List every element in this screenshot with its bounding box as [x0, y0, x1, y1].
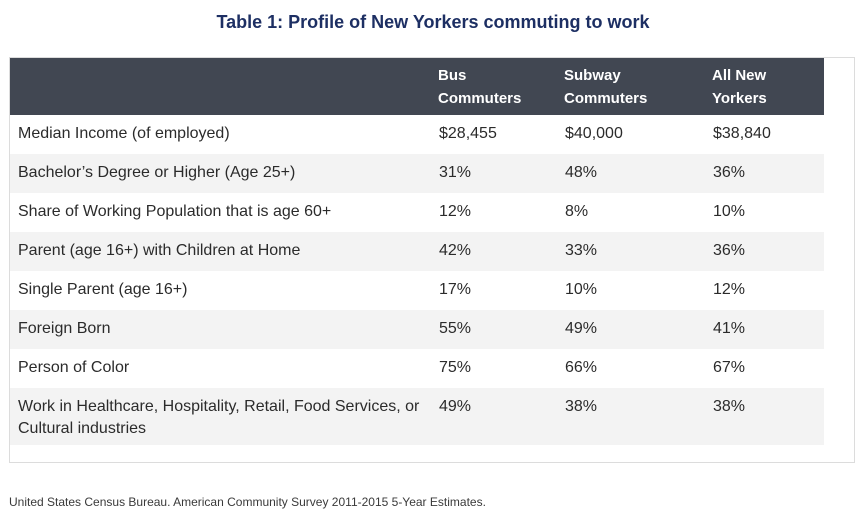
- row-label: Bachelor’s Degree or Higher (Age 25+): [18, 164, 296, 181]
- table-row: Work in Healthcare, Hospitality, Retail,…: [10, 388, 824, 445]
- cell-subway: 48%: [565, 164, 598, 181]
- cell-all: 67%: [713, 359, 746, 376]
- commuter-profile-table: Bus Commuters Subway Commuters All New Y…: [10, 58, 824, 445]
- cell-all: 12%: [713, 281, 746, 298]
- row-label: Parent (age 16+) with Children at Home: [18, 242, 301, 259]
- table-row: Share of Working Population that is age …: [10, 193, 824, 232]
- cell-bus: 75%: [439, 359, 472, 376]
- header-subway-commuters: Subway Commuters: [564, 67, 648, 107]
- cell-bus: $28,455: [439, 125, 497, 142]
- cell-bus: 17%: [439, 281, 472, 298]
- cell-bus: 31%: [439, 164, 472, 181]
- table-frame: [9, 57, 855, 463]
- header-blank: [10, 58, 430, 115]
- source-note: United States Census Bureau. American Co…: [9, 495, 486, 509]
- cell-bus: 55%: [439, 320, 472, 337]
- row-label: Median Income (of employed): [18, 125, 230, 142]
- header-all-new-yorkers: All New Yorkers: [712, 67, 767, 107]
- cell-all: 36%: [713, 242, 746, 259]
- cell-subway: 33%: [565, 242, 598, 259]
- table-header-row: Bus Commuters Subway Commuters All New Y…: [10, 58, 824, 115]
- cell-all: $38,840: [713, 125, 771, 142]
- header-bus-commuters: Bus Commuters: [438, 67, 522, 107]
- cell-subway: 10%: [565, 281, 598, 298]
- cell-bus: 12%: [439, 203, 472, 220]
- table-row: Foreign Born 55% 49% 41%: [10, 310, 824, 349]
- cell-bus: 49%: [439, 398, 472, 415]
- cell-subway: 38%: [565, 398, 598, 415]
- table-row: Median Income (of employed) $28,455 $40,…: [10, 115, 824, 154]
- table-row: Single Parent (age 16+) 17% 10% 12%: [10, 271, 824, 310]
- cell-bus: 42%: [439, 242, 472, 259]
- cell-subway: 8%: [565, 203, 589, 220]
- cell-subway: 66%: [565, 359, 598, 376]
- cell-all: 36%: [713, 164, 746, 181]
- cell-all: 38%: [713, 398, 746, 415]
- row-label: Work in Healthcare, Hospitality, Retail,…: [18, 398, 420, 437]
- row-label: Foreign Born: [18, 320, 111, 337]
- table-title: Table 1: Profile of New Yorkers commutin…: [216, 12, 650, 32]
- cell-all: 10%: [713, 203, 746, 220]
- row-label: Single Parent (age 16+): [18, 281, 188, 298]
- cell-subway: $40,000: [565, 125, 623, 142]
- cell-all: 41%: [713, 320, 746, 337]
- row-label: Person of Color: [18, 359, 130, 376]
- row-label: Share of Working Population that is age …: [18, 203, 332, 220]
- table-row: Parent (age 16+) with Children at Home 4…: [10, 232, 824, 271]
- table-row: Person of Color 75% 66% 67%: [10, 349, 824, 388]
- table-row: Bachelor’s Degree or Higher (Age 25+) 31…: [10, 154, 824, 193]
- cell-subway: 49%: [565, 320, 598, 337]
